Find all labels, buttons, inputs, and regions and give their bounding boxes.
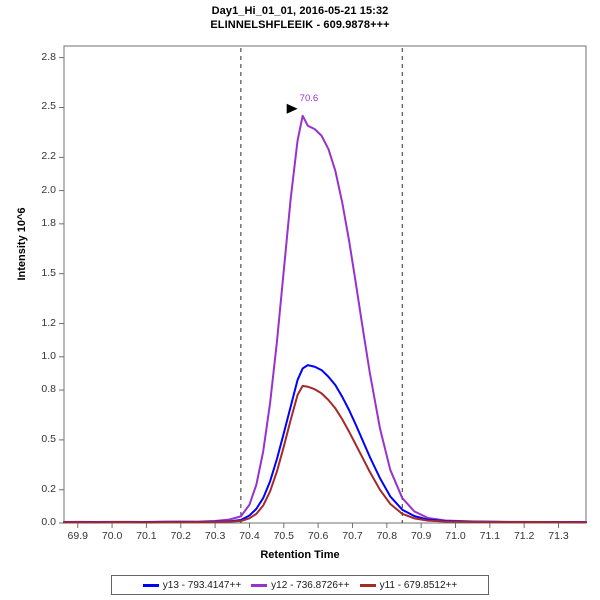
x-axis-tick-label: 70.3 [204, 530, 226, 542]
x-axis-tick-label: 70.0 [101, 530, 123, 542]
x-axis-tick-label: 70.4 [239, 530, 260, 542]
chart-title-line-2: ELINNELSHFLEEIK - 609.9878+++ [210, 19, 390, 31]
y-axis-tick-label: 1.5 [41, 266, 56, 279]
series-line-y12 [63, 114, 587, 524]
x-axis-tick-label: 71.3 [548, 530, 569, 542]
x-axis-tick-label: 70.2 [170, 530, 191, 542]
y-axis-tick-label: 0.0 [41, 516, 56, 528]
legend-item[interactable]: y13 - 793.4147++ [142, 579, 242, 591]
chart-title-line-1: Day1_Hi_01_01, 2016-05-21 15:32 [211, 5, 389, 17]
y-axis-tick-label: 0.5 [41, 432, 56, 445]
apex-marker-icon [286, 103, 298, 114]
legend-color-swatch [142, 583, 159, 587]
legend-label: y13 - 793.4147++ [162, 579, 242, 591]
series-line-y11 [63, 384, 587, 524]
y-axis-tick-label: 2.0 [41, 183, 56, 196]
plot-frame [63, 45, 587, 524]
x-axis-tick-label: 70.1 [136, 530, 157, 542]
legend-label: y12 - 736.8726++ [271, 579, 350, 591]
peak-apex-annotation: 70.6 [299, 92, 319, 104]
x-axis-tick-label: 69.9 [67, 530, 88, 542]
x-axis-tick-label: 70.8 [376, 530, 398, 542]
legend-color-swatch [251, 583, 268, 587]
legend-item[interactable]: y12 - 736.8726++ [251, 579, 350, 591]
y-axis-tick-label: 1.0 [41, 349, 56, 362]
x-axis-tick-label: 71.0 [445, 530, 466, 542]
x-axis-tick-label: 71.2 [513, 530, 535, 542]
x-axis-tick-label: 70.6 [307, 530, 329, 542]
y-axis-tick-label: 0.2 [41, 482, 56, 495]
legend-color-swatch [359, 583, 376, 587]
y-axis-tick-label: 2.5 [41, 100, 56, 113]
series-line-y13 [63, 364, 587, 524]
y-axis-tick-label: 1.2 [41, 316, 56, 329]
y-axis-tick-label: 0.8 [41, 383, 56, 396]
legend-label: y11 - 679.8512++ [379, 579, 458, 591]
x-axis-tick-label: 70.9 [410, 530, 432, 542]
legend-item[interactable]: y11 - 679.8512++ [359, 579, 458, 591]
x-axis-tick-label: 71.1 [479, 530, 501, 542]
y-axis-tick-label: 1.8 [41, 216, 56, 229]
chart-title: Day1_Hi_01_01, 2016-05-21 15:32 ELINNELS… [0, 4, 600, 32]
x-axis-tick-label: 70.7 [342, 530, 363, 542]
y-axis-tick-label: 2.2 [41, 150, 56, 163]
y-axis-tick-label: 2.8 [41, 50, 56, 63]
x-axis-tick-label: 70.5 [273, 530, 294, 542]
x-axis-label: Retention Time [260, 549, 340, 561]
legend: y13 - 793.4147++ y12 - 736.8726++ y11 - 67… [111, 575, 489, 595]
